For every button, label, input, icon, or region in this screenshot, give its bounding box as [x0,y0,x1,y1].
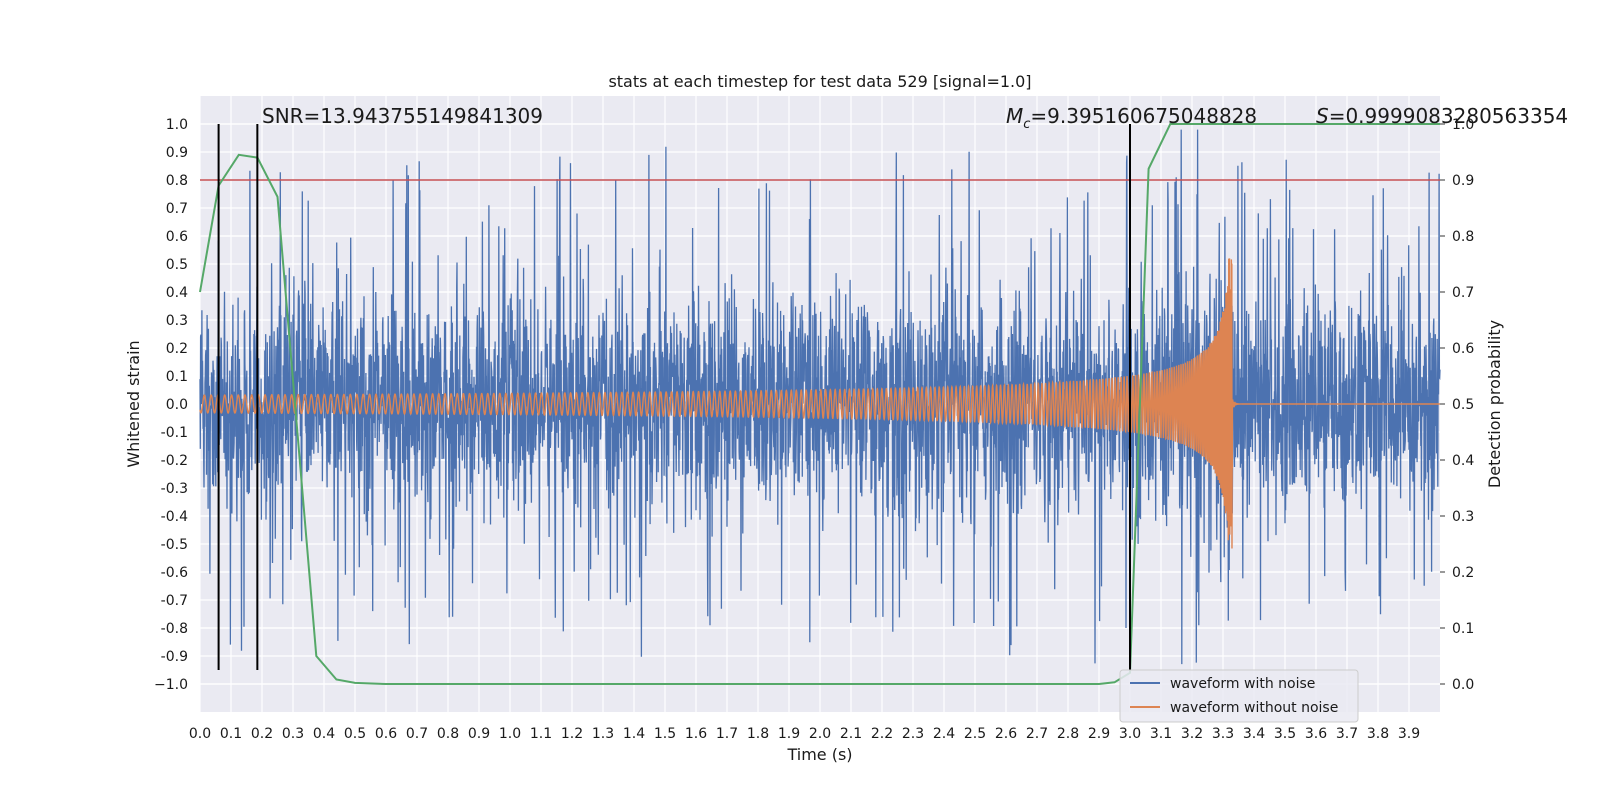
x-tick-label: 3.6 [1305,726,1327,742]
x-tick-label: 0.6 [375,726,397,742]
x-tick-label: 2.5 [964,726,986,742]
score-value: =0.9999083280563354 [1329,104,1568,128]
x-tick-label: 1.2 [561,726,583,742]
y-tick-label: -0.7 [161,593,188,609]
y-tick-label: 0.4 [166,285,188,301]
y-tick-label: -0.9 [161,649,188,665]
legend-label-noise: waveform with noise [1170,676,1315,692]
y-axis-label: Whitened strain [124,340,143,467]
x-tick-label: 2.3 [902,726,924,742]
x-tick-label: 2.8 [1057,726,1079,742]
x-tick-label: 3.0 [1119,726,1141,742]
chart-title: stats at each timestep for test data 529… [608,72,1031,91]
y-tick-label: -0.5 [161,537,188,553]
x-tick-label: 3.2 [1181,726,1203,742]
x-tick-label: 0.8 [437,726,459,742]
y-tick-label: 0.2 [166,341,188,357]
y-tick-label: 0.9 [166,145,188,161]
x-tick-label: 0.3 [282,726,304,742]
x-tick-label: 2.7 [1026,726,1048,742]
y-axis-right-label: Detection probability [1485,320,1504,488]
snr-annotation: SNR=13.943755149841309 [262,104,543,128]
x-tick-label: 0.4 [313,726,335,742]
x-tick-label: 2.1 [840,726,862,742]
y-tick-label: 0.0 [166,397,188,413]
x-tick-label: 3.1 [1150,726,1172,742]
x-tick-label: 0.7 [406,726,428,742]
x-tick-label: 2.0 [809,726,831,742]
x-tick-label: 0.5 [344,726,366,742]
x-tick-label: 0.1 [220,726,242,742]
x-tick-label: 3.3 [1212,726,1234,742]
x-tick-label: 0.0 [189,726,211,742]
y-tick-label: -0.1 [161,425,188,441]
y-right-tick-label: 0.8 [1452,229,1474,245]
y-tick-label: 0.7 [166,201,188,217]
x-tick-label: 3.9 [1398,726,1420,742]
y-tick-label: 0.1 [166,369,188,385]
y-right-tick-label: 0.1 [1452,621,1474,637]
y-tick-label: 0.3 [166,313,188,329]
chirp-mass-subscript: c [1023,117,1030,132]
chirp-mass-symbol: M [1006,104,1023,128]
y-tick-label: 0.8 [166,173,188,189]
series-layer [199,123,1441,685]
x-tick-label: 0.9 [468,726,490,742]
y-right-tick-label: 1.0 [1452,117,1474,133]
series-waveform-without-noise [199,258,1440,549]
chirp-mass-value: =9.395160675048828 [1030,104,1257,128]
y-right-tick-label: 0.0 [1452,677,1474,693]
x-tick-label: 2.2 [871,726,893,742]
x-tick-label: 1.6 [685,726,707,742]
y-right-tick-label: 0.5 [1452,397,1474,413]
x-tick-label: 1.4 [623,726,645,742]
x-tick-label: 3.7 [1336,726,1358,742]
x-tick-label: 2.4 [933,726,955,742]
y-tick-label: -0.2 [161,453,188,469]
score-annotation: S=0.9999083280563354 [1316,104,1568,128]
y-right-tick-label: 0.4 [1452,453,1474,469]
y-tick-label: −1.0 [154,677,188,693]
legend-box [1119,669,1359,723]
y-right-tick-label: 0.9 [1452,173,1474,189]
x-tick-label: 1.5 [654,726,676,742]
y-tick-label: 0.5 [166,257,188,273]
x-tick-label: 1.0 [499,726,521,742]
y-right-tick-label: 0.3 [1452,509,1474,525]
x-tick-label: 1.1 [530,726,552,742]
x-tick-label: 1.8 [747,726,769,742]
x-tick-label: 3.4 [1243,726,1265,742]
y-tick-label: 1.0 [166,117,188,133]
y-right-tick-label: 0.6 [1452,341,1474,357]
x-tick-label: 3.5 [1274,726,1296,742]
chirp-mass-annotation: Mc=9.395160675048828 [1006,104,1257,132]
x-tick-label: 1.7 [716,726,738,742]
y-right-tick-label: 0.7 [1452,285,1474,301]
x-axis-label: Time (s) [786,745,852,764]
x-tick-label: 0.2 [251,726,273,742]
x-tick-label: 1.3 [592,726,614,742]
x-tick-label: 2.9 [1088,726,1110,742]
y-tick-label: -0.4 [161,509,188,525]
score-symbol: S [1316,104,1329,128]
y-tick-label: -0.8 [161,621,188,637]
ticks: 0.0 0.1 0.2 0.3 0.4 0.5 0.6 0.7 0.8 0.9 1.0 1.1 1.2 1… [154,117,1474,742]
y-tick-label: -0.6 [161,565,188,581]
legend-label-clean: waveform without noise [1170,700,1338,716]
x-tick-label: 3.8 [1367,726,1389,742]
x-tick-label: 2.6 [995,726,1017,742]
y-tick-label: -0.3 [161,481,188,497]
x-tick-label: 1.9 [778,726,800,742]
legend: waveform with noise waveform without noi… [1119,669,1359,723]
y-tick-label: 0.6 [166,229,188,245]
y-right-tick-label: 0.2 [1452,565,1474,581]
series-detection-probability [199,123,1440,685]
